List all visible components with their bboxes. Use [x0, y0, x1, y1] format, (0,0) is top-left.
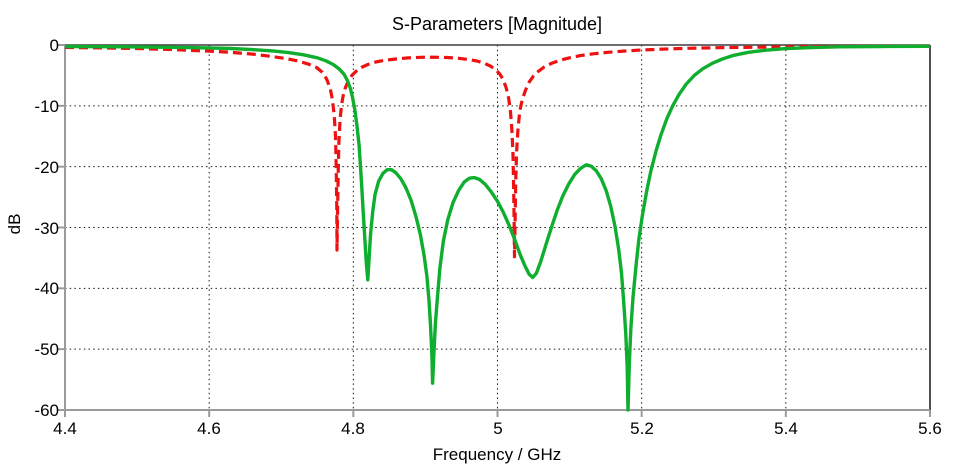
x-tick-labels: 4.4 4.6 4.8 5 5.2 5.4 5.6 [53, 419, 942, 438]
x-tick-label: 5.4 [774, 419, 798, 438]
x-tick-label: 4.8 [341, 419, 365, 438]
y-axis-label: dB [5, 214, 24, 235]
x-tick-label: 5.2 [630, 419, 654, 438]
y-tick-labels: 0 -10 -20 -30 -40 -50 -60 [34, 36, 59, 420]
x-tick-label: 4.6 [197, 419, 221, 438]
x-axis-label: Frequency / GHz [433, 445, 562, 464]
x-tick-label: 4.4 [53, 419, 77, 438]
x-tick-label: 5 [493, 419, 502, 438]
y-tick-label: -20 [34, 158, 59, 177]
gridlines [65, 45, 930, 410]
y-tick-label: 0 [50, 36, 59, 55]
curve-green-solid [64, 44, 931, 412]
y-tick-label: -60 [34, 401, 59, 420]
y-tick-label: -40 [34, 279, 59, 298]
y-tick-label: -50 [34, 340, 59, 359]
y-tick-label: -10 [34, 97, 59, 116]
y-tick-label: -30 [34, 219, 59, 238]
chart-title: S-Parameters [Magnitude] [392, 14, 602, 34]
curve-red-dashed [64, 44, 931, 259]
axis-ticks [58, 44, 931, 417]
x-tick-label: 5.6 [918, 419, 942, 438]
curves [64, 44, 931, 412]
